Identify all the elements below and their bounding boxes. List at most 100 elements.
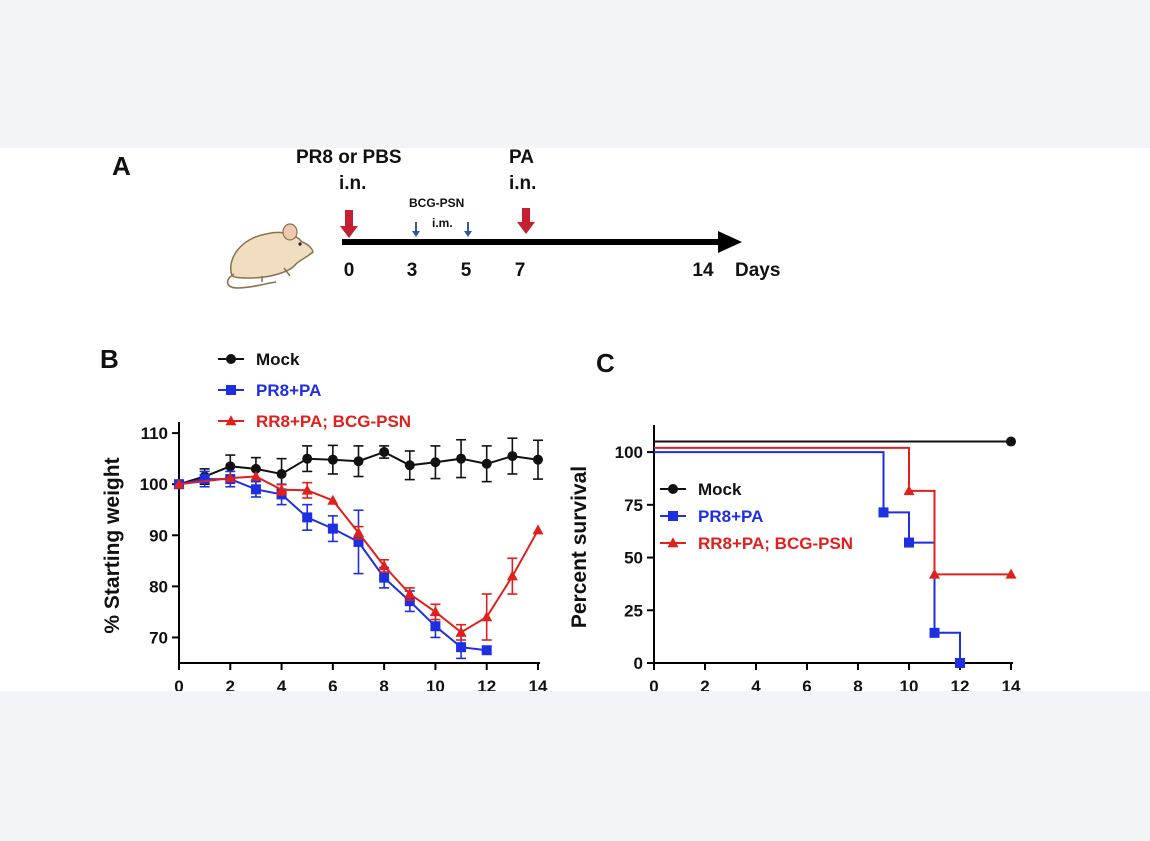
survival-data-point xyxy=(929,568,940,579)
weight-data-point xyxy=(250,470,262,481)
weight-data-point xyxy=(532,524,544,535)
survival-legend-marker xyxy=(668,511,678,521)
weight-xtick-label: 6 xyxy=(328,677,337,691)
survival-xtick-label: 12 xyxy=(951,677,970,691)
weight-data-point xyxy=(327,494,339,505)
weight-data-point xyxy=(301,484,313,495)
weight-data-point xyxy=(456,453,467,464)
weight-legend-marker xyxy=(226,354,236,364)
weight-data-point xyxy=(353,456,364,467)
weight-ytick-label: 90 xyxy=(149,526,168,545)
weight-data-point xyxy=(481,645,492,656)
survival-ytick-label: 100 xyxy=(615,443,643,462)
weight-data-point xyxy=(276,484,288,495)
challenge-label-line1: PA xyxy=(509,148,534,168)
survival-y-axis-title: Percent survival xyxy=(568,466,591,628)
survival-data-point xyxy=(903,485,915,496)
weight-data-point xyxy=(404,588,416,599)
weight-xtick-label: 2 xyxy=(226,677,235,691)
survival-data-point xyxy=(955,658,965,668)
challenge-label-line2: i.n. xyxy=(509,173,536,194)
day-tick-5: 5 xyxy=(461,260,472,281)
survival-legend-marker xyxy=(668,484,678,494)
weight-xtick-label: 8 xyxy=(379,677,388,691)
survival-xtick-label: 4 xyxy=(751,677,761,691)
weight-data-point xyxy=(456,642,467,653)
survival-legend-marker xyxy=(667,537,679,548)
weight-data-point xyxy=(481,458,492,469)
survival-chart: 0 25 50 75 100 0 2 4 6 8 10 12 14 Percent survival Moc… xyxy=(568,425,1021,691)
weight-data-point xyxy=(506,570,518,581)
survival-legend-label: PR8+PA xyxy=(698,507,763,526)
weight-data-point xyxy=(199,474,210,485)
survival-data-point xyxy=(904,537,914,548)
survival-ytick-label: 25 xyxy=(624,601,643,620)
survival-ytick-label: 0 xyxy=(634,654,643,673)
timeline-arrowhead xyxy=(718,231,742,253)
weight-data-point xyxy=(225,461,236,472)
weight-data-point xyxy=(404,596,415,607)
weight-data-point xyxy=(276,468,287,479)
weight-legend-marker xyxy=(225,415,237,426)
weight-chart: 70 80 90 100 110 0 2 4 6 8 10 12 14 % Starting weight… xyxy=(101,350,548,691)
weight-data-point xyxy=(379,447,390,458)
survival-xtick-label: 6 xyxy=(802,677,811,691)
weight-data-point xyxy=(404,460,415,471)
timeline-unit-label: Days xyxy=(735,260,780,281)
survival-xtick-label: 2 xyxy=(700,677,709,691)
vaccine-label-line1: BCG-PSN xyxy=(409,196,464,210)
survival-data-point xyxy=(1006,436,1016,447)
weight-data-point xyxy=(378,560,390,571)
weight-ytick-label: 110 xyxy=(141,424,168,443)
weight-data-point xyxy=(224,472,236,483)
weight-legend-label: PR8+PA xyxy=(256,381,321,400)
figure-svg: A PR8 or PBS xyxy=(100,148,1021,691)
weight-xtick-label: 10 xyxy=(426,677,445,691)
survival-ytick-label: 75 xyxy=(624,496,643,515)
weight-legend-marker xyxy=(226,385,236,395)
weight-ytick-label: 80 xyxy=(149,577,168,596)
weight-data-point xyxy=(327,454,338,465)
survival-step-line xyxy=(654,446,1011,576)
weight-data-point xyxy=(481,611,493,622)
survival-legend-label: RR8+PA; BCG-PSN xyxy=(698,534,853,553)
day-tick-14: 14 xyxy=(692,260,714,281)
weight-data-point xyxy=(250,463,261,474)
figure-panel: A PR8 or PBS xyxy=(0,148,1150,691)
weight-legend-label: Mock xyxy=(256,350,300,369)
weight-data-point xyxy=(327,523,338,534)
survival-xtick-label: 0 xyxy=(649,677,658,691)
weight-data-point xyxy=(429,606,441,617)
survival-xtick-label: 14 xyxy=(1002,677,1021,691)
survival-ytick-label: 50 xyxy=(624,549,643,568)
survival-xtick-label: 8 xyxy=(853,677,862,691)
weight-data-point xyxy=(250,484,261,495)
infection-arrow xyxy=(340,210,358,238)
weight-y-axis-title: % Starting weight xyxy=(101,457,124,633)
weight-data-point xyxy=(353,526,364,537)
infection-label-line2: i.n. xyxy=(339,173,366,194)
weight-data-point xyxy=(430,621,441,632)
infection-label-line1: PR8 or PBS xyxy=(296,148,402,168)
survival-xtick-label: 10 xyxy=(900,677,919,691)
vaccine-arrow-day5 xyxy=(464,222,472,237)
panel-c-letter: C xyxy=(596,348,615,378)
weight-data-point xyxy=(302,512,313,523)
day-tick-7: 7 xyxy=(515,260,526,281)
weight-data-point xyxy=(455,626,467,637)
weight-data-point xyxy=(173,478,185,489)
survival-data-point xyxy=(929,627,940,638)
weight-xtick-label: 4 xyxy=(277,677,287,691)
weight-ytick-label: 100 xyxy=(140,475,168,494)
weight-xtick-label: 14 xyxy=(529,677,548,691)
panel-a-letter: A xyxy=(112,151,131,181)
survival-legend-label: Mock xyxy=(698,480,742,499)
vaccine-label-line2: i.m. xyxy=(432,216,453,230)
survival-data-point xyxy=(1005,568,1017,579)
weight-data-point xyxy=(430,457,441,468)
day-tick-3: 3 xyxy=(407,260,418,281)
weight-legend-label: RR8+PA; BCG-PSN xyxy=(256,412,411,431)
weight-data-point xyxy=(302,453,313,464)
weight-data-point xyxy=(353,536,364,547)
challenge-arrow xyxy=(517,208,535,234)
